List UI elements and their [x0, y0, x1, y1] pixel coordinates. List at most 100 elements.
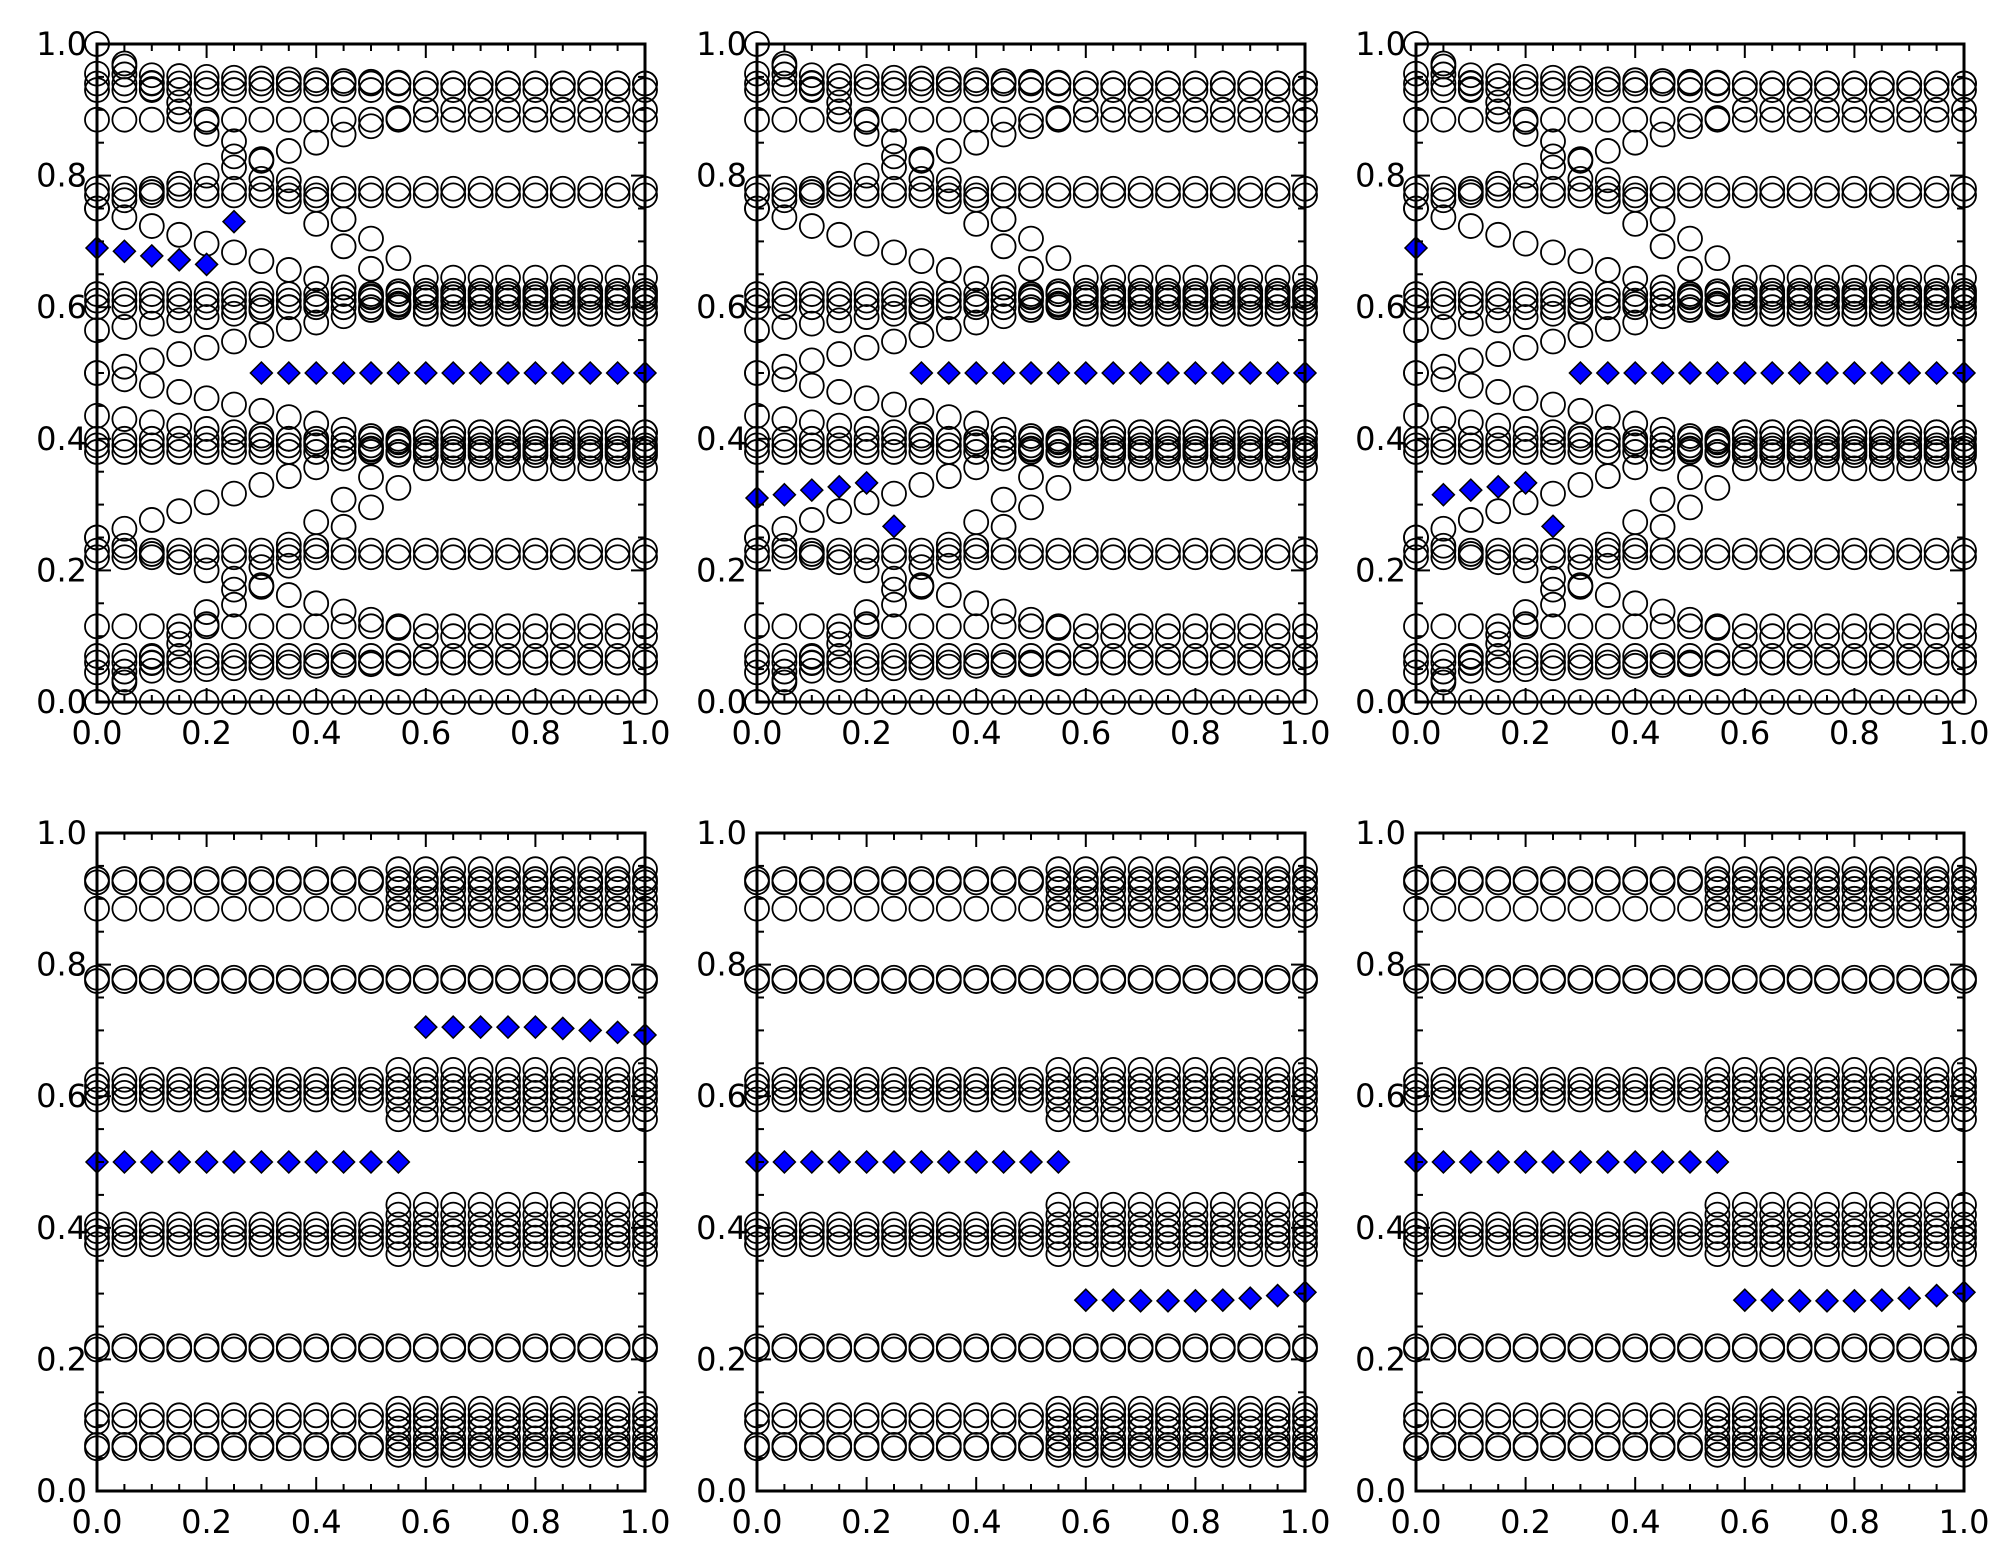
circle-marker — [1731, 455, 1758, 482]
diamond-marker — [1128, 360, 1153, 386]
x-tick-label: 0.6 — [1060, 714, 1111, 752]
circle-marker — [193, 599, 220, 625]
y-tick-label: 0.6 — [696, 1077, 747, 1115]
circle-marker — [1485, 77, 1512, 103]
circle-marker — [1622, 410, 1649, 437]
circle-marker — [1182, 1231, 1209, 1258]
circle-marker — [1155, 300, 1181, 327]
circle-marker — [1814, 106, 1840, 133]
circle-marker — [1649, 294, 1676, 321]
diamond-marker — [1458, 478, 1483, 503]
y-tick-label: 0.2 — [36, 1340, 87, 1378]
circle-marker — [1923, 885, 1950, 912]
circle-marker — [522, 623, 549, 650]
circle-marker — [604, 1080, 631, 1106]
circle-marker — [1045, 281, 1072, 307]
circle-marker — [1594, 175, 1621, 202]
circle-marker — [1512, 599, 1539, 625]
circle-marker — [1209, 1073, 1236, 1100]
circle-marker — [440, 455, 467, 482]
circle-marker — [1731, 1066, 1758, 1093]
circle-marker — [1237, 264, 1264, 291]
x-tick-label: 0.0 — [732, 1503, 783, 1541]
circle-marker — [1622, 1080, 1649, 1106]
circle-marker — [1540, 1086, 1566, 1113]
circle-marker — [1759, 1201, 1786, 1228]
circle-marker — [440, 435, 467, 462]
circle-marker — [1622, 1218, 1649, 1244]
circle-marker — [1540, 419, 1566, 446]
circle-marker — [1677, 1224, 1703, 1251]
circle-marker — [275, 175, 302, 202]
circle-marker — [1045, 1425, 1072, 1452]
circle-marker — [1841, 866, 1868, 892]
circle-marker — [798, 425, 825, 452]
circle-marker — [440, 537, 467, 564]
circle-marker — [1868, 70, 1895, 97]
y-tick-label: 0.8 — [1355, 157, 1406, 195]
circle-marker — [1868, 455, 1895, 482]
circle-marker — [1622, 175, 1649, 202]
circle-marker — [495, 96, 521, 123]
diamond-marker — [1101, 1288, 1126, 1313]
circle-marker — [1594, 643, 1621, 669]
circle-marker — [330, 432, 357, 459]
circle-marker — [1814, 294, 1840, 321]
circle-marker — [963, 1218, 990, 1244]
circle-marker — [385, 650, 412, 677]
circle-marker — [1841, 1441, 1868, 1468]
circle-marker — [549, 1432, 576, 1458]
circle-marker — [138, 409, 165, 436]
circle-marker — [522, 1080, 549, 1106]
x-tick-label: 0.2 — [1500, 1503, 1551, 1541]
circle-marker — [1814, 1402, 1840, 1429]
circle-marker — [1567, 1402, 1594, 1429]
circle-marker — [1731, 1191, 1758, 1218]
circle-marker — [1100, 902, 1127, 929]
diamond-marker — [881, 1149, 907, 1175]
circle-marker — [577, 1333, 604, 1360]
diamond-marker — [550, 360, 575, 386]
circle-marker — [1512, 1218, 1539, 1244]
circle-marker — [1923, 876, 1950, 902]
circle-marker — [1100, 1066, 1127, 1093]
circle-marker — [1759, 277, 1786, 304]
y-tick-label: 1.0 — [1355, 814, 1406, 852]
y-tick-label: 0.2 — [36, 551, 87, 589]
circle-marker — [221, 419, 247, 446]
circle-marker — [1759, 1409, 1786, 1435]
diamond-marker — [413, 1015, 438, 1040]
circle-marker — [1677, 1211, 1703, 1238]
circle-marker — [330, 1211, 357, 1238]
circle-marker — [522, 544, 549, 571]
circle-marker — [990, 1080, 1017, 1106]
circle-marker — [1841, 1106, 1868, 1133]
diamond-marker — [1431, 1149, 1456, 1175]
circle-marker — [248, 1402, 275, 1429]
circle-marker — [935, 77, 962, 103]
circle-marker — [412, 856, 439, 883]
circle-marker — [1759, 1441, 1786, 1468]
circle-marker — [881, 649, 907, 676]
circle-marker — [1841, 1066, 1868, 1093]
circle-marker — [577, 96, 604, 123]
circle-marker — [412, 876, 439, 902]
circle-marker — [1704, 182, 1731, 209]
circle-marker — [1841, 1395, 1868, 1422]
circle-marker — [467, 1415, 494, 1442]
circle-marker — [1896, 895, 1923, 922]
circle-marker — [330, 1432, 357, 1458]
circle-marker — [1264, 643, 1291, 669]
circle-marker — [1018, 464, 1044, 491]
circle-marker — [522, 1425, 549, 1452]
circle-marker — [1677, 1432, 1703, 1458]
circle-marker — [275, 257, 302, 283]
circle-marker — [1649, 1224, 1676, 1251]
circle-marker — [1786, 175, 1813, 202]
circle-marker — [1100, 425, 1127, 452]
circle-marker — [522, 902, 549, 929]
circle-marker — [193, 162, 220, 189]
circle-marker — [853, 1333, 880, 1360]
circle-marker — [412, 1241, 439, 1268]
circle-marker — [221, 328, 247, 355]
